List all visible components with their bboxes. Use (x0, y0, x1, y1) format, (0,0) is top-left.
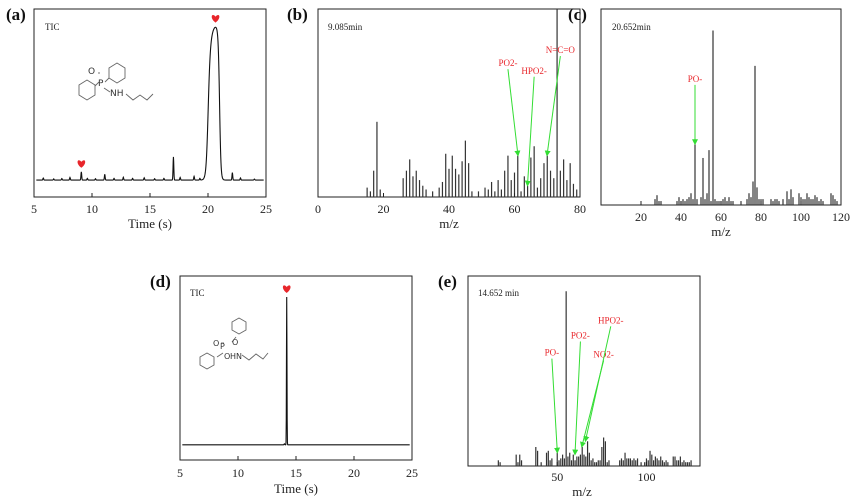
xtick-label: 5 (177, 466, 183, 480)
panel-label-a: (a) (6, 5, 26, 24)
heart-marker-icon (77, 160, 86, 168)
xtick-label: 0 (315, 202, 321, 216)
panel-a: (a) TIC O P NH 5 10 15 20 25 Time (s) (6, 5, 272, 231)
xlabel-a: Time (s) (128, 216, 172, 231)
annotation-d: TIC (190, 288, 205, 298)
plot-frame-d (179, 275, 413, 461)
xlabel-c: m/z (711, 224, 731, 239)
xtick-label: 15 (290, 466, 302, 480)
ion-label: PO2- (571, 331, 590, 341)
ion-label: NO2- (593, 350, 614, 360)
xtick-label: 10 (86, 202, 98, 216)
svg-text:O: O (224, 352, 230, 361)
xtick-label: 25 (406, 466, 418, 480)
ion-label: PO2- (498, 58, 517, 68)
panel-d: (d) TIC O P O O HN 5 10 15 20 25 Time (s) (150, 272, 418, 496)
xtick-label: 40 (443, 202, 455, 216)
svg-text:O: O (232, 338, 238, 347)
svg-text:O: O (88, 67, 95, 77)
xtick-label: 40 (675, 210, 687, 224)
panel-b: (b) 9.085min PO2- HPO2- N=C=O 0 20 40 60 80 m/… (287, 5, 586, 231)
xtick-label: 20 (378, 202, 390, 216)
xtick-label: 100 (792, 210, 810, 224)
ion-label: N=C=O (546, 45, 576, 55)
svg-text:NH: NH (110, 89, 124, 99)
ion-arrow (551, 358, 561, 454)
xlabel-d: Time (s) (274, 481, 318, 496)
xtick-label: 5 (31, 202, 37, 216)
annotation-c: 20.652min (612, 22, 651, 32)
molecule-structure-d: O P O O HN (199, 317, 269, 370)
ion-arrow (507, 69, 521, 157)
ion-arrow (583, 326, 612, 443)
plot-frame-a (33, 8, 267, 198)
tic-trace-d (182, 296, 410, 446)
xtick-label: 60 (715, 210, 727, 224)
svg-text:P: P (220, 342, 225, 351)
annotation-e: 14.652 min (478, 288, 520, 298)
ion-arrow (544, 56, 561, 157)
ion-label: HPO2- (598, 315, 624, 325)
ion-label: PO- (545, 348, 560, 358)
ion-label: HPO2- (521, 66, 547, 76)
svg-text:HN: HN (230, 352, 242, 361)
panel-label-d: (d) (150, 272, 171, 291)
ion-arrow (524, 76, 535, 187)
ion-arrow (572, 341, 581, 456)
xtick-label: 25 (260, 202, 272, 216)
xtick-label: 80 (755, 210, 767, 224)
xlabel-b: m/z (439, 216, 459, 231)
panel-label-e: (e) (438, 272, 457, 291)
ion-label: PO- (688, 74, 703, 84)
molecule-structure-a: O P NH (78, 62, 154, 101)
svg-text:O: O (213, 339, 219, 348)
xtick-label: 120 (832, 210, 850, 224)
annotation-b: 9.085min (328, 22, 363, 32)
svg-text:P: P (98, 79, 104, 89)
xtick-label: 15 (144, 202, 156, 216)
tic-trace-a (36, 26, 264, 181)
panel-e: (e) 14.652 min PO- PO2-NO2- HPO2- 50 100 m/… (438, 272, 701, 499)
heart-marker-icon (282, 285, 291, 293)
panel-c: (c) 20.652min PO- 20 40 60 80 100 120 m/z (568, 5, 850, 239)
xlabel-e: m/z (572, 484, 592, 499)
heart-marker-icon (211, 15, 220, 23)
panel-label-c: (c) (568, 5, 587, 24)
xtick-label: 80 (574, 202, 586, 216)
xtick-label: 20 (348, 466, 360, 480)
plot-frame-c (600, 8, 842, 206)
xtick-label: 60 (509, 202, 521, 216)
xtick-label: 50 (551, 470, 563, 484)
xtick-label: 20 (202, 202, 214, 216)
panel-label-b: (b) (287, 5, 308, 24)
xtick-label: 20 (635, 210, 647, 224)
xtick-label: 100 (637, 470, 655, 484)
annotation-a: TIC (45, 22, 60, 32)
xtick-label: 10 (232, 466, 244, 480)
